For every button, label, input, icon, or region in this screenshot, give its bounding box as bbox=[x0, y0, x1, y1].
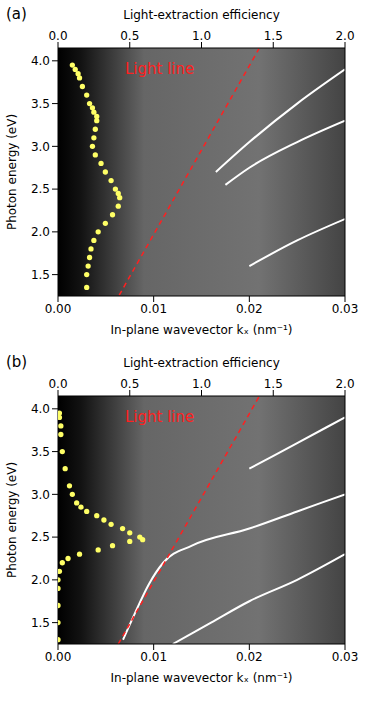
svg-text:0.0: 0.0 bbox=[48, 377, 67, 391]
svg-text:Photon energy (eV): Photon energy (eV) bbox=[5, 114, 19, 230]
svg-text:0.03: 0.03 bbox=[332, 650, 359, 664]
svg-text:0.02: 0.02 bbox=[236, 302, 263, 316]
svg-text:3.5: 3.5 bbox=[31, 445, 50, 459]
svg-text:1.5: 1.5 bbox=[31, 616, 50, 630]
svg-text:1.5: 1.5 bbox=[31, 268, 50, 282]
svg-text:0.0: 0.0 bbox=[48, 29, 67, 43]
svg-text:4.0: 4.0 bbox=[31, 402, 50, 416]
svg-text:2.5: 2.5 bbox=[31, 182, 50, 196]
svg-text:3.0: 3.0 bbox=[31, 140, 50, 154]
svg-text:4.0: 4.0 bbox=[31, 54, 50, 68]
svg-text:2.0: 2.0 bbox=[335, 29, 354, 43]
svg-text:2.5: 2.5 bbox=[31, 530, 50, 544]
svg-text:2.0: 2.0 bbox=[335, 377, 354, 391]
svg-text:0.00: 0.00 bbox=[45, 650, 72, 664]
html-text:Light line: Light line bbox=[125, 60, 195, 78]
svg-text:Photon energy (eV): Photon energy (eV) bbox=[5, 462, 19, 578]
svg-text:1.0: 1.0 bbox=[192, 29, 211, 43]
svg-text:0.03: 0.03 bbox=[332, 302, 359, 316]
html-text:Light line: Light line bbox=[125, 408, 195, 426]
svg-text:0.5: 0.5 bbox=[120, 29, 139, 43]
svg-text:2.0: 2.0 bbox=[31, 225, 50, 239]
svg-text:0.01: 0.01 bbox=[140, 302, 167, 316]
svg-text:In-plane wavevector kₓ (nm⁻¹): In-plane wavevector kₓ (nm⁻¹) bbox=[110, 671, 292, 685]
svg-text:0.01: 0.01 bbox=[140, 650, 167, 664]
svg-text:1.5: 1.5 bbox=[264, 29, 283, 43]
svg-text:1.5: 1.5 bbox=[264, 377, 283, 391]
svg-text:In-plane wavevector kₓ (nm⁻¹): In-plane wavevector kₓ (nm⁻¹) bbox=[110, 323, 292, 337]
svg-text:3.5: 3.5 bbox=[31, 97, 50, 111]
svg-text:2.0: 2.0 bbox=[31, 573, 50, 587]
html-text:(a): (a) bbox=[6, 5, 27, 23]
svg-text:0.00: 0.00 bbox=[45, 302, 72, 316]
html-text:(b): (b) bbox=[6, 353, 28, 371]
svg-text:Light-extraction efficiency: Light-extraction efficiency bbox=[123, 8, 280, 22]
svg-text:0.02: 0.02 bbox=[236, 650, 263, 664]
svg-text:3.0: 3.0 bbox=[31, 488, 50, 502]
svg-text:0.5: 0.5 bbox=[120, 377, 139, 391]
svg-text:1.0: 1.0 bbox=[192, 377, 211, 391]
svg-text:Light-extraction efficiency: Light-extraction efficiency bbox=[123, 356, 280, 370]
